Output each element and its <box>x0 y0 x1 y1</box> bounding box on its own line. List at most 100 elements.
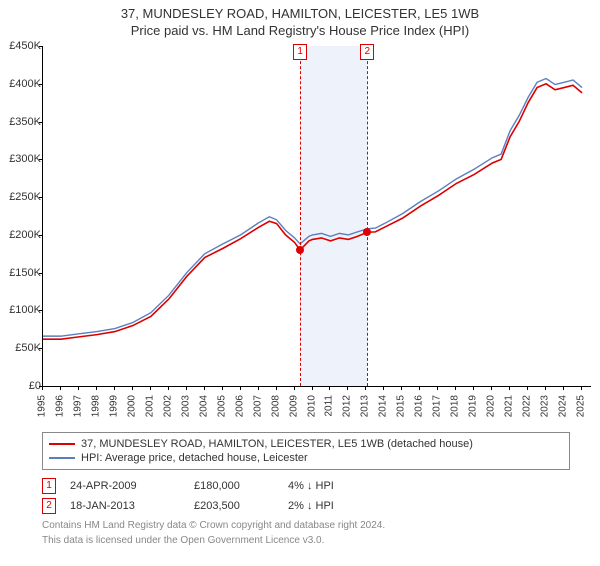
legend-item: HPI: Average price, detached house, Leic… <box>49 451 563 465</box>
y-tick-label: £250K <box>1 191 41 203</box>
x-tick-mark <box>545 386 546 390</box>
sale-vline-label: 1 <box>293 44 307 60</box>
x-tick-mark <box>258 386 259 390</box>
sale-vline-label: 2 <box>360 44 374 60</box>
x-tick-mark <box>168 386 169 390</box>
sale-index-box: 2 <box>42 498 56 514</box>
sale-price: £180,000 <box>194 480 274 492</box>
x-tick-label: 1999 <box>108 395 119 417</box>
legend-swatch <box>49 443 75 445</box>
page-title: 37, MUNDESLEY ROAD, HAMILTON, LEICESTER,… <box>0 6 600 21</box>
y-tick-mark <box>39 84 43 85</box>
sale-vline <box>367 46 368 386</box>
series-line-hpi <box>43 78 582 336</box>
x-tick-mark <box>581 386 582 390</box>
footer-line-1: Contains HM Land Registry data © Crown c… <box>42 520 570 531</box>
x-tick-mark <box>114 386 115 390</box>
y-tick-mark <box>39 273 43 274</box>
x-tick-label: 1996 <box>54 395 65 417</box>
x-tick-mark <box>150 386 151 390</box>
x-tick-mark <box>276 386 277 390</box>
x-tick-mark <box>222 386 223 390</box>
legend-item: 37, MUNDESLEY ROAD, HAMILTON, LEICESTER,… <box>49 437 563 451</box>
x-tick-mark <box>132 386 133 390</box>
x-tick-mark <box>437 386 438 390</box>
legend-box: 37, MUNDESLEY ROAD, HAMILTON, LEICESTER,… <box>42 432 570 470</box>
x-tick-mark <box>294 386 295 390</box>
x-tick-mark <box>204 386 205 390</box>
x-tick-label: 2022 <box>522 395 533 417</box>
x-tick-mark <box>401 386 402 390</box>
x-tick-mark <box>365 386 366 390</box>
sale-date: 24-APR-2009 <box>70 480 180 492</box>
chart: £0£50K£100K£150K£200K£250K£300K£350K£400… <box>42 46 590 406</box>
y-tick-label: £0 <box>1 380 41 392</box>
x-tick-label: 2005 <box>216 395 227 417</box>
y-tick-label: £300K <box>1 153 41 165</box>
sale-row: 2 18-JAN-2013 £203,500 2% ↓ HPI <box>42 496 570 516</box>
x-tick-mark <box>383 386 384 390</box>
sale-marker <box>296 246 304 254</box>
x-tick-label: 2001 <box>144 395 155 417</box>
x-tick-label: 2003 <box>180 395 191 417</box>
x-tick-label: 2011 <box>324 395 335 417</box>
footer-line-2: This data is licensed under the Open Gov… <box>42 535 570 546</box>
sale-date: 18-JAN-2013 <box>70 500 180 512</box>
x-tick-mark <box>527 386 528 390</box>
y-tick-label: £400K <box>1 78 41 90</box>
y-tick-label: £50K <box>1 342 41 354</box>
y-tick-mark <box>39 122 43 123</box>
x-tick-label: 2012 <box>342 395 353 417</box>
x-tick-mark <box>455 386 456 390</box>
y-tick-label: £100K <box>1 304 41 316</box>
y-tick-mark <box>39 310 43 311</box>
x-tick-label: 2016 <box>414 395 425 417</box>
x-tick-label: 2010 <box>306 395 317 417</box>
x-tick-mark <box>42 386 43 390</box>
sale-marker <box>363 228 371 236</box>
x-tick-label: 2014 <box>378 395 389 417</box>
sales-table: 124-APR-2009£180,0004% ↓ HPI218-JAN-2013… <box>42 476 570 516</box>
x-tick-label: 2004 <box>198 395 209 417</box>
x-tick-mark <box>186 386 187 390</box>
page-subtitle: Price paid vs. HM Land Registry's House … <box>0 23 600 38</box>
sale-row: 124-APR-2009£180,0004% ↓ HPI <box>42 476 570 496</box>
x-tick-mark <box>329 386 330 390</box>
y-tick-mark <box>39 348 43 349</box>
y-tick-label: £450K <box>1 40 41 52</box>
x-tick-label: 2019 <box>468 395 479 417</box>
x-tick-label: 2020 <box>486 395 497 417</box>
x-tick-mark <box>347 386 348 390</box>
x-tick-mark <box>96 386 97 390</box>
x-tick-mark <box>419 386 420 390</box>
x-tick-label: 2006 <box>234 395 245 417</box>
sale-price: £203,500 <box>194 500 274 512</box>
x-tick-label: 2009 <box>288 395 299 417</box>
legend-swatch <box>49 457 75 459</box>
series-line-property <box>43 84 582 339</box>
y-tick-mark <box>39 159 43 160</box>
y-tick-mark <box>39 197 43 198</box>
legend-label: HPI: Average price, detached house, Leic… <box>81 452 308 464</box>
x-tick-mark <box>563 386 564 390</box>
x-tick-label: 1998 <box>90 395 101 417</box>
x-tick-label: 2025 <box>576 395 587 417</box>
x-tick-label: 1995 <box>37 395 48 417</box>
x-tick-label: 2018 <box>450 395 461 417</box>
x-tick-mark <box>312 386 313 390</box>
sale-vs-hpi: 2% ↓ HPI <box>288 500 570 512</box>
x-tick-label: 2008 <box>270 395 281 417</box>
x-tick-mark <box>78 386 79 390</box>
x-tick-mark <box>240 386 241 390</box>
y-tick-mark <box>39 46 43 47</box>
x-tick-label: 2017 <box>432 395 443 417</box>
y-tick-mark <box>39 235 43 236</box>
plot-area: £0£50K£100K£150K£200K£250K£300K£350K£400… <box>42 46 591 387</box>
y-tick-label: £350K <box>1 116 41 128</box>
x-tick-mark <box>491 386 492 390</box>
x-tick-label: 2015 <box>396 395 407 417</box>
x-tick-label: 2002 <box>162 395 173 417</box>
legend-label: 37, MUNDESLEY ROAD, HAMILTON, LEICESTER,… <box>81 438 473 450</box>
sale-vline <box>300 46 301 386</box>
y-tick-label: £150K <box>1 267 41 279</box>
